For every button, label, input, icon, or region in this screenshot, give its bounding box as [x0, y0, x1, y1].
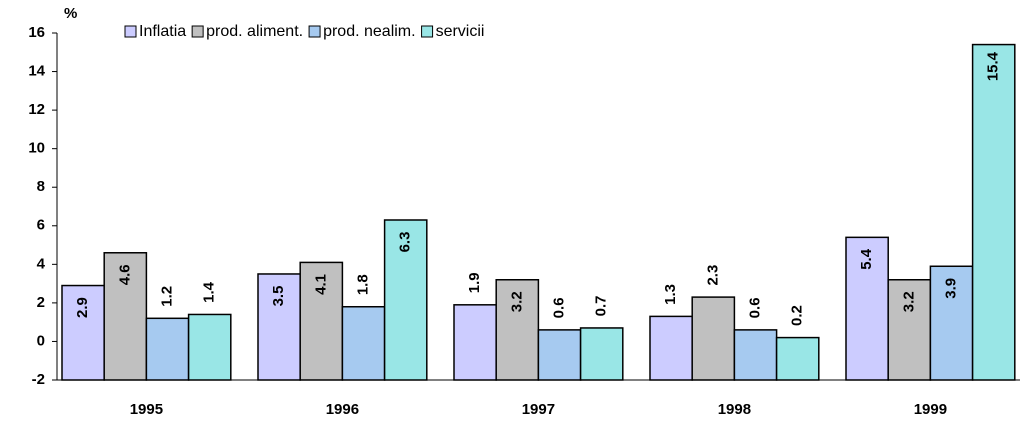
bar [341, 305, 386, 381]
data-label: 5.4 [858, 248, 875, 270]
y-tick-label: 2 [37, 294, 45, 311]
legend-swatch [191, 25, 204, 38]
data-label: 6.3 [397, 232, 414, 253]
bar [733, 329, 778, 381]
y-tick-label: 0 [37, 332, 45, 349]
y-tick-label: 14 [28, 63, 45, 80]
data-label: 4.1 [312, 274, 329, 295]
data-label: 3.2 [508, 291, 525, 312]
bar [845, 236, 889, 381]
bar [145, 317, 190, 381]
data-label: 2.3 [704, 265, 721, 286]
legend-label: servicii [436, 23, 485, 40]
y-tick-label: 10 [28, 140, 45, 157]
bar [187, 313, 232, 381]
bar [691, 296, 736, 381]
data-label: 15.4 [985, 51, 1002, 81]
legend-label: prod. aliment. [206, 23, 303, 40]
legend-swatch [308, 25, 321, 38]
x-tick-label: 1998 [718, 401, 751, 418]
legend-label: Inflatia [139, 23, 186, 40]
legend-swatch [124, 25, 137, 38]
data-label: 1.2 [158, 286, 175, 307]
data-label: 1.9 [466, 272, 483, 293]
bar [299, 261, 344, 381]
bar [103, 252, 148, 381]
y-tick-label: 8 [37, 178, 45, 195]
y-tick-label: 4 [37, 255, 46, 272]
x-tick-label: 1997 [522, 401, 555, 418]
data-label: 1.4 [201, 281, 218, 303]
y-tick-label: 12 [28, 101, 45, 118]
data-label: 1.3 [662, 284, 679, 305]
bar [257, 273, 301, 381]
legend-label: prod. nealim. [323, 23, 416, 40]
y-tick-label: 16 [28, 24, 45, 41]
bar [537, 329, 582, 381]
bar [929, 265, 974, 381]
data-label: 3.9 [942, 278, 959, 299]
data-label: 2.9 [74, 297, 91, 318]
y-tick-label: -2 [32, 371, 45, 388]
bar [495, 279, 540, 381]
bar [971, 43, 1016, 381]
bar [649, 315, 693, 381]
data-label: 0.7 [593, 296, 610, 317]
x-tick-label: 1995 [130, 401, 163, 418]
data-label: 0.6 [550, 297, 567, 318]
data-label: 0.6 [746, 297, 763, 318]
data-label: 3.5 [270, 286, 287, 307]
bar [453, 304, 497, 381]
legend-swatch [421, 25, 434, 38]
bar [579, 327, 624, 381]
data-label: 1.8 [354, 274, 371, 295]
x-tick-label: 1996 [326, 401, 359, 418]
bar [383, 219, 428, 381]
y-axis-label: % [64, 5, 77, 22]
bar [61, 284, 105, 381]
data-label: 4.6 [116, 264, 133, 285]
y-tick-label: 6 [37, 217, 45, 234]
bar [775, 336, 820, 381]
data-label: 3.2 [900, 291, 917, 312]
x-tick-label: 1999 [914, 401, 947, 418]
data-label: 0.2 [789, 305, 806, 326]
